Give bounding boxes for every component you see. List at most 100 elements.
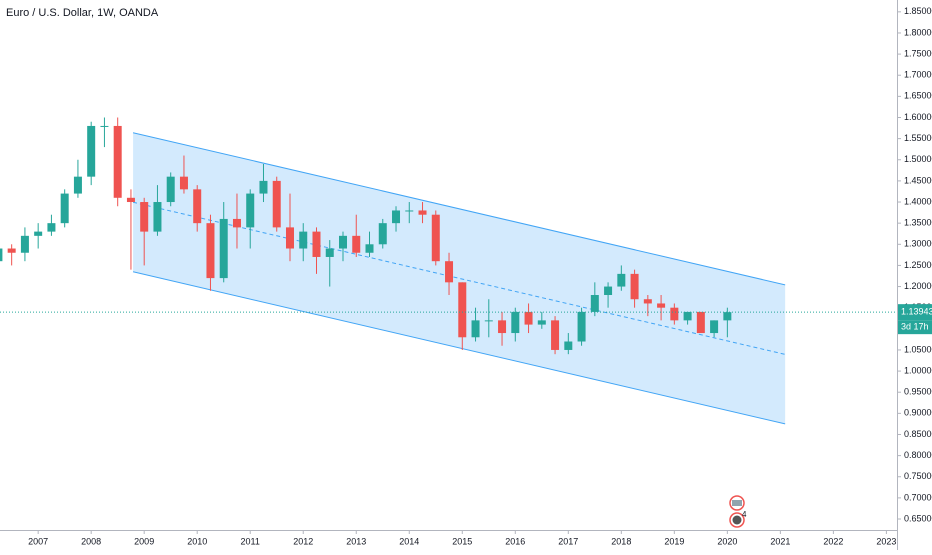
candle-body	[617, 273, 626, 287]
candle-body	[630, 273, 639, 300]
x-tick-label: 2015	[452, 536, 472, 546]
candle-body	[683, 311, 692, 321]
candle-body	[113, 125, 122, 198]
candle-body	[0, 248, 3, 262]
candle-body	[20, 235, 29, 253]
candle-body	[34, 231, 43, 236]
candle-body	[524, 311, 533, 325]
candle-body	[299, 231, 308, 249]
candle-body	[657, 303, 666, 308]
x-tick-label: 2014	[399, 536, 419, 546]
y-tick-label: 1.55000	[904, 133, 932, 143]
x-tick-label: 2021	[770, 536, 790, 546]
candle-body	[458, 282, 467, 338]
candle-body	[60, 193, 69, 224]
candle-body	[325, 248, 334, 257]
y-tick-label: 0.95000	[904, 387, 932, 397]
candle-body	[564, 341, 573, 350]
x-tick-label: 2017	[558, 536, 578, 546]
event-count: 4	[742, 510, 747, 519]
candle-body	[392, 210, 401, 224]
candle-body	[259, 180, 268, 194]
candle-body	[537, 320, 546, 325]
x-tick-label: 2008	[81, 536, 101, 546]
x-tick-label: 2016	[505, 536, 525, 546]
candle-body	[47, 223, 56, 232]
candle-body	[418, 210, 427, 215]
candle-body	[246, 193, 255, 228]
last-price-label: 1.13943	[901, 307, 932, 317]
candle-body	[193, 189, 202, 224]
candle-body	[365, 244, 374, 253]
candle-body	[696, 311, 705, 334]
candle-body	[405, 210, 414, 212]
candle-body	[339, 235, 348, 249]
candle-body	[285, 227, 294, 249]
candle-body	[431, 214, 440, 262]
x-tick-label: 2020	[717, 536, 737, 546]
x-tick-label: 2023	[876, 536, 896, 546]
candle-body	[232, 218, 241, 228]
candle-body	[140, 202, 149, 232]
y-tick-label: 1.25000	[904, 260, 932, 270]
y-tick-label: 1.60000	[904, 112, 932, 122]
candle-body	[590, 295, 599, 312]
candle-body	[551, 320, 560, 350]
x-tick-label: 2013	[346, 536, 366, 546]
last-price-box	[898, 304, 932, 321]
y-tick-label: 1.50000	[904, 154, 932, 164]
candle-body	[604, 286, 613, 296]
candle-body	[445, 261, 454, 283]
candle-body	[219, 218, 228, 279]
candle-body	[126, 197, 135, 203]
candle-body	[577, 311, 586, 342]
x-tick-label: 2009	[134, 536, 154, 546]
candle-body	[484, 320, 493, 322]
candle-body	[272, 180, 281, 228]
x-tick-label: 2018	[611, 536, 631, 546]
candle-body	[7, 248, 16, 253]
countdown-box	[898, 320, 932, 335]
event-icon-flag	[732, 500, 742, 506]
y-tick-label: 1.45000	[904, 175, 932, 185]
x-tick-label: 2012	[293, 536, 313, 546]
candle-body	[511, 311, 520, 334]
candle-body	[471, 320, 480, 338]
candle-body	[100, 125, 109, 127]
x-tick-label: 2022	[823, 536, 843, 546]
candle-body	[378, 223, 387, 245]
chart-title: Euro / U.S. Dollar, 1W, OANDA	[6, 7, 159, 19]
event-icon-dot	[732, 515, 742, 525]
candle-body	[498, 320, 507, 334]
y-tick-label: 1.20000	[904, 281, 932, 291]
candle-body	[670, 307, 679, 321]
candle-body	[312, 231, 321, 257]
countdown-label: 3d 17h	[901, 322, 929, 332]
x-tick-label: 2007	[28, 536, 48, 546]
candle-body	[643, 299, 652, 304]
y-tick-label: 1.00000	[904, 365, 932, 375]
candle-body	[723, 312, 732, 321]
candle-body	[206, 223, 215, 279]
channel-lower	[132, 271, 786, 425]
candle-body	[710, 320, 719, 334]
channel-upper	[132, 132, 786, 286]
y-tick-label: 1.40000	[904, 196, 932, 206]
candle-body	[179, 176, 188, 190]
candle-body	[153, 202, 162, 232]
channel-fill	[133, 132, 786, 424]
candle-body	[73, 176, 82, 194]
candle-body	[87, 125, 96, 177]
x-tick-label: 2019	[664, 536, 684, 546]
candle-body	[166, 176, 175, 203]
